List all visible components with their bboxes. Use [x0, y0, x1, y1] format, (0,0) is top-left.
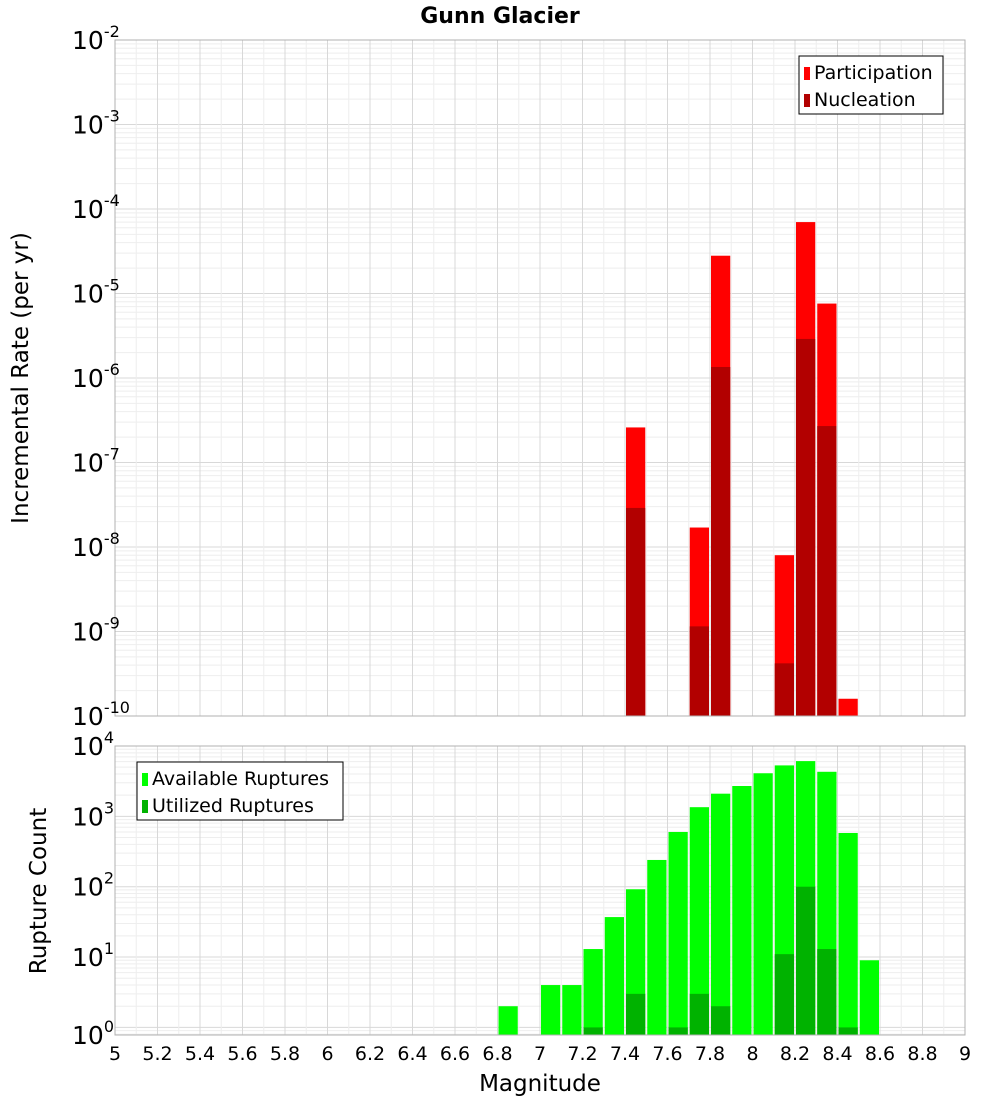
x-tick-label: 7.4: [610, 1043, 640, 1065]
x-tick-label: 5.2: [142, 1043, 172, 1065]
top-legend-label: Nucleation: [814, 89, 916, 111]
bottom-y-tick-label: 100: [72, 1017, 114, 1050]
bottom-plot-area: 100 101 102 103 104 Available Ruptures Utilize…: [72, 728, 971, 1065]
bottom-legend-swatch: [142, 773, 148, 786]
bottom-bar-series2: [838, 1027, 858, 1035]
top-y-tick-label: 10-8: [72, 529, 120, 562]
bottom-y-axis-label: Rupture Count: [26, 808, 52, 974]
bottom-bar-series1: [859, 960, 879, 1035]
x-tick-label: 7.6: [652, 1043, 682, 1065]
bottom-legend-box: [136, 761, 344, 821]
bottom-bar-series2: [668, 1027, 688, 1035]
top-y-tick-label: 10-5: [72, 276, 120, 309]
x-tick-label: 7.2: [567, 1043, 597, 1065]
top-plot-area: 10-10 10-9 10-8 10-7 10-6 10-5 10-4 10-3 10-2 Par…: [72, 22, 966, 731]
bottom-bar-series1: [498, 1006, 518, 1035]
bottom-bar-series1: [753, 773, 773, 1035]
bottom-bar-series1: [647, 859, 667, 1035]
x-tick-label: 5.6: [227, 1043, 257, 1065]
top-y-tick-label: 10-10: [72, 698, 130, 731]
x-tick-label: 6.4: [397, 1043, 427, 1065]
bottom-bar-series2: [774, 954, 794, 1035]
bottom-bar-series1: [689, 807, 709, 1035]
top-y-tick-label: 10-3: [72, 107, 120, 140]
x-tick-label: 6: [321, 1043, 333, 1065]
x-tick-label: 7.8: [695, 1043, 725, 1065]
top-y-axis-label: Incremental Rate (per yr): [8, 232, 34, 524]
x-tick-label: 6.8: [482, 1043, 512, 1065]
x-tick-label: 8.4: [822, 1043, 852, 1065]
bottom-bar-series2: [626, 993, 646, 1035]
bottom-y-tick-label: 101: [72, 939, 114, 972]
x-tick-label: 5: [109, 1043, 121, 1065]
top-y-tick-label: 10-7: [72, 445, 120, 478]
bottom-bar-series2: [711, 1006, 731, 1035]
top-y-tick-label: 10-4: [72, 191, 120, 224]
top-y-tick-label: 10-6: [72, 360, 120, 393]
x-tick-label: 8: [746, 1043, 758, 1065]
top-legend-swatch: [804, 67, 810, 80]
bottom-y-tick-label: 103: [72, 798, 114, 831]
bottom-bar-series1: [668, 831, 688, 1035]
bottom-plot-border: [114, 745, 966, 1036]
bottom-legend-label: Available Ruptures: [152, 768, 329, 790]
x-tick-label: 9: [959, 1043, 971, 1065]
x-tick-label: 8.2: [780, 1043, 810, 1065]
top-bar-series2: [626, 507, 646, 716]
bottom-y-tick-label: 102: [72, 869, 114, 902]
top-bar-series1: [838, 698, 858, 716]
top-bar-series2: [774, 663, 794, 716]
bottom-bar-series1: [562, 985, 582, 1035]
top-bar-series2: [817, 426, 837, 716]
bottom-bar-series2: [583, 1027, 603, 1035]
top-y-tick-label: 10-9: [72, 614, 120, 647]
bottom-bar-series1: [583, 949, 603, 1035]
x-tick-label: 7: [534, 1043, 546, 1065]
bottom-bar-series1: [604, 917, 624, 1035]
bottom-y-tick-label: 104: [72, 728, 114, 761]
bottom-bar-series1: [711, 793, 731, 1035]
top-legend-box: [798, 55, 944, 115]
x-tick-label: 5.8: [270, 1043, 300, 1065]
x-tick-label: 5.4: [185, 1043, 215, 1065]
chart-title: Gunn Glacier: [420, 4, 580, 29]
top-legend-label: Participation: [814, 62, 933, 84]
bottom-bar-series2: [796, 886, 816, 1035]
bottom-bar-series1: [732, 786, 752, 1035]
top-bar-series2: [711, 366, 731, 716]
x-tick-label: 6.2: [355, 1043, 385, 1065]
bottom-bar-series2: [689, 993, 709, 1035]
top-y-tick-label: 10-2: [72, 22, 120, 55]
top-plot-border: [114, 39, 966, 717]
x-axis-label: Magnitude: [479, 1071, 601, 1097]
bottom-bar-series1: [541, 985, 561, 1035]
x-tick-label: 8.6: [865, 1043, 895, 1065]
top-legend-swatch: [804, 94, 810, 107]
bottom-bar-series2: [817, 949, 837, 1035]
bottom-legend-swatch: [142, 800, 148, 813]
bottom-legend-label: Utilized Ruptures: [152, 795, 314, 817]
x-tick-label: 8.8: [907, 1043, 937, 1065]
top-bar-series2: [689, 626, 709, 716]
bottom-bar-series1: [838, 832, 858, 1035]
top-bar-series2: [796, 338, 816, 716]
x-tick-label: 6.6: [440, 1043, 470, 1065]
